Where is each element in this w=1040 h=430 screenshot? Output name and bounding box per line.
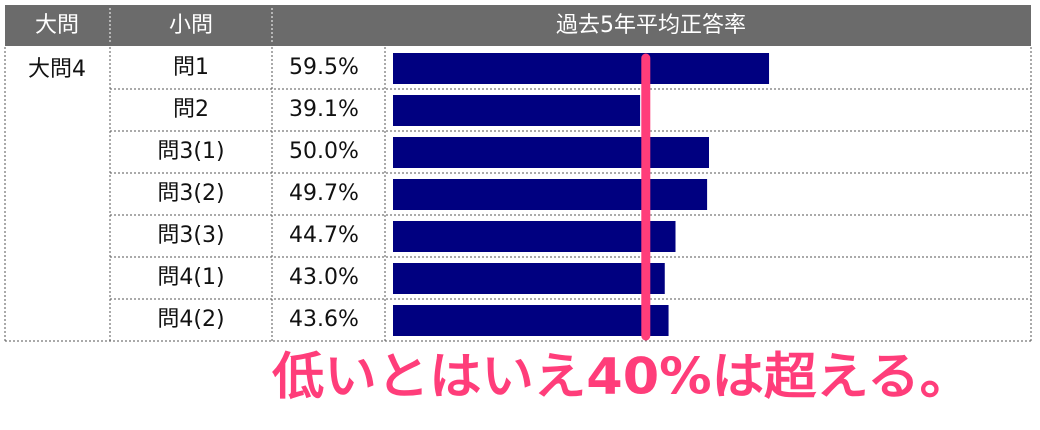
header: 過去5年平均正答率: [556, 13, 746, 38]
bar: [393, 179, 708, 210]
header: 小問: [169, 13, 213, 38]
bar: [393, 263, 665, 294]
annotation: 低いとはいえ40%は超える。: [272, 348, 972, 406]
category-label: 問3(3): [157, 223, 224, 248]
bar: [393, 53, 770, 84]
value-label: 50.0%: [289, 139, 359, 164]
category-label: 問3(1): [157, 139, 224, 164]
bar: [393, 95, 641, 126]
bar: [393, 137, 709, 168]
value-label: 43.0%: [289, 265, 359, 290]
value-label: 49.7%: [289, 181, 359, 206]
header-bg: [5, 5, 1031, 46]
category-label: 問4(1): [157, 265, 224, 290]
bar: [393, 305, 669, 336]
bar: [393, 221, 676, 252]
category-label: 問1: [173, 55, 209, 80]
group-label: 大問4: [28, 57, 86, 82]
value-label: 59.5%: [289, 55, 359, 80]
header: 大問: [35, 13, 79, 38]
category-label: 問3(2): [157, 181, 224, 206]
value-label: 44.7%: [289, 223, 359, 248]
category-label: 問2: [173, 97, 209, 122]
value-label: 39.1%: [289, 97, 359, 122]
category-label: 問4(2): [157, 307, 224, 332]
value-label: 43.6%: [289, 307, 359, 332]
